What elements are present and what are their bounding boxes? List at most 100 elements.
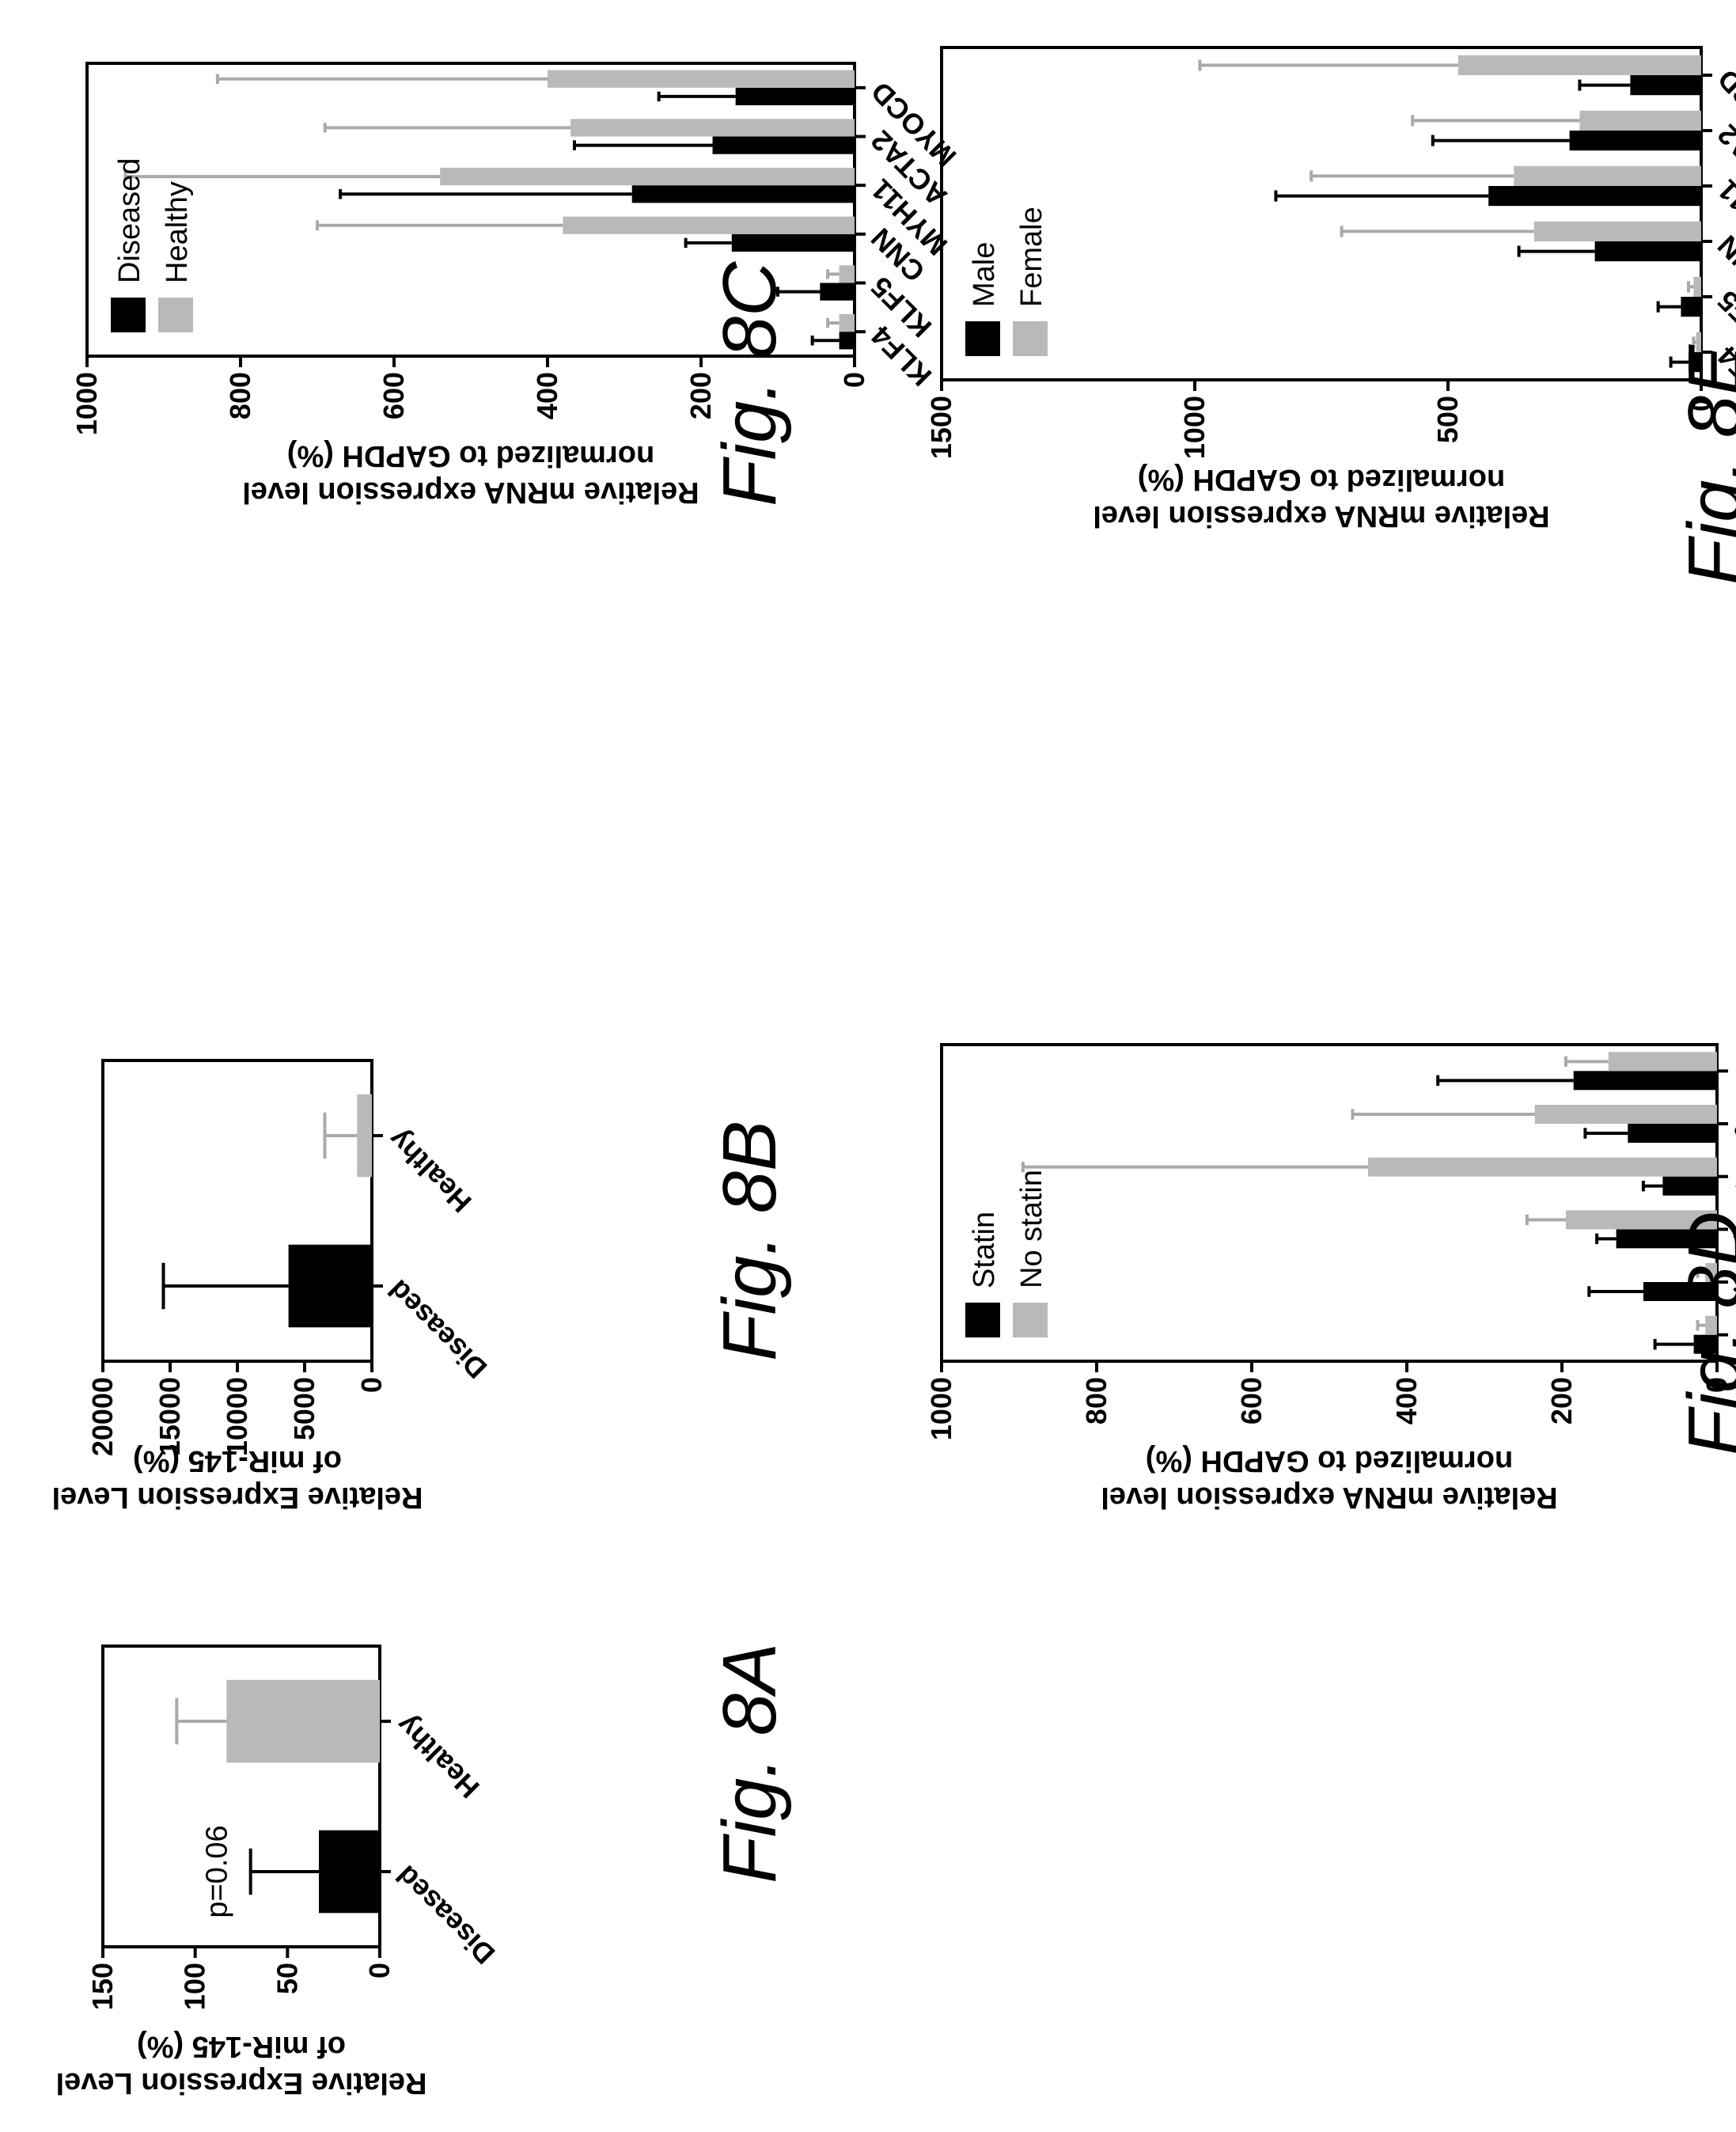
bar-statin-klf5 <box>1643 1282 1718 1301</box>
bar-statin-myocd <box>1573 1071 1718 1091</box>
legend-swatch-diseased <box>111 298 146 332</box>
bar-statin-cnn <box>1616 1229 1717 1249</box>
y-axis-label: normalized to GAPDH (%) <box>1146 1444 1513 1478</box>
legend-swatch-female <box>1013 321 1048 356</box>
y-tick-label: 1000 <box>70 372 103 435</box>
y-axis-label: Relative Expression Level <box>56 2066 427 2100</box>
bar-male-klf5 <box>1681 297 1702 317</box>
y-tick-label: 20000 <box>86 1377 119 1456</box>
bar-no-statin-myocd <box>1608 1052 1717 1072</box>
y-tick-label: 600 <box>377 372 410 419</box>
chart-8A: 0 50 100 150 Relative Expression Level of miR… <box>56 1630 501 2105</box>
bar-statin-klf4 <box>1693 1334 1717 1354</box>
y-axis-label: normalized to GAPDH (%) <box>1138 463 1505 496</box>
bar-female-myocd <box>1457 55 1701 75</box>
legend-swatch-statin <box>965 1303 1000 1337</box>
bar-healthy <box>226 1679 380 1763</box>
bar-statin-myh11 <box>1662 1176 1718 1196</box>
y-tick-label: 400 <box>531 372 563 419</box>
chart-svg-8C: 0 200 400 600 800 1000 Relative mRNA expressio… <box>70 62 962 509</box>
bar-healthy <box>357 1094 372 1178</box>
chart-8B: 0 5000 10000 15000 20000 Relative Expression … <box>52 1045 494 1519</box>
caption-8D: Fig. 8D <box>1673 1211 1736 1456</box>
plot-frame <box>940 1043 1719 1363</box>
y-tick-label: 15000 <box>154 1377 186 1456</box>
y-tick-label: 1000 <box>1178 396 1211 459</box>
chart-8D: 0 200 400 600 800 1000 Relative mRNA expressio… <box>910 1029 1736 1519</box>
y-axis-label: Relative mRNA expression level <box>1101 1481 1557 1514</box>
y-tick-label: 0 <box>363 1963 396 1978</box>
chart-svg-8D: 0 200 400 600 800 1000 Relative mRNA expressio… <box>925 1043 1736 1514</box>
bar-female-myh11 <box>1514 165 1702 186</box>
bar-no-statin-klf5 <box>1705 1263 1717 1282</box>
y-axis-label: of miR-145 (%) <box>137 2030 346 2063</box>
y-tick-label: 800 <box>1080 1377 1112 1424</box>
bar-healthy-klf4 <box>839 313 855 332</box>
legend-label-no-statin: No statin <box>1015 1170 1048 1288</box>
y-axis-label: Relative Expression Level <box>52 1481 423 1514</box>
bar-female-acta2 <box>1579 110 1702 131</box>
x-tick-label-diseased: Diseased <box>390 1859 502 1971</box>
y-tick-label: 200 <box>1545 1377 1578 1424</box>
y-tick-label: 800 <box>224 372 256 419</box>
y-tick-label: 1000 <box>925 1377 957 1440</box>
bar-male-cnn <box>1594 241 1701 262</box>
y-axis-label: Relative mRNA expression level <box>242 476 699 509</box>
legend-label-female: Female <box>1015 207 1048 307</box>
bar-female-klf5 <box>1693 276 1702 297</box>
chart-8E: 0 500 1000 1500 Relative mRNA expression lev… <box>910 32 1736 538</box>
chart-svg-8B: 0 5000 10000 15000 20000 Relative Expression … <box>52 1059 494 1514</box>
bar-statin-acta2 <box>1628 1124 1717 1143</box>
bar-male-klf4 <box>1689 351 1701 373</box>
bar-male-myocd <box>1630 75 1702 96</box>
bar-healthy-klf5 <box>839 265 855 283</box>
bar-diseased-acta2 <box>712 136 855 154</box>
y-tick-label: 0 <box>1700 1377 1733 1393</box>
y-tick-label: 100 <box>179 1963 211 2010</box>
legend-swatch-no-statin <box>1013 1303 1048 1337</box>
bar-no-statin-acta2 <box>1534 1105 1718 1124</box>
bar-female-klf4 <box>1696 332 1701 352</box>
y-tick-label: 200 <box>684 372 717 419</box>
bar-diseased <box>288 1244 373 1328</box>
legend-label-statin: Statin <box>968 1212 1001 1288</box>
bar-diseased-myocd <box>735 87 855 106</box>
caption-8C: Fig. 8C <box>707 261 792 506</box>
caption-8B: Fig. 8B <box>707 1120 792 1361</box>
y-tick-label: 1500 <box>925 396 957 459</box>
y-tick-label: 10000 <box>221 1377 253 1456</box>
bar-diseased-klf5 <box>820 283 855 301</box>
x-tick-label-diseased: Diseased <box>382 1273 494 1385</box>
plot-frame <box>101 1645 381 1948</box>
legend-label-healthy: Healthy <box>161 181 194 283</box>
bar-healthy-myh11 <box>440 167 855 186</box>
legend-label-diseased: Diseased <box>113 158 146 283</box>
legend-swatch-healthy <box>158 298 193 332</box>
y-axis-label: normalized to GAPDH (%) <box>287 439 654 472</box>
bar-diseased <box>319 1830 380 1914</box>
bar-diseased-klf4 <box>839 332 855 350</box>
y-tick-label: 50 <box>271 1963 303 1994</box>
x-tick-label-healthy: Healthy <box>390 1709 486 1804</box>
caption-8A: Fig. 8A <box>707 1642 792 1884</box>
bar-diseased-myh11 <box>631 185 855 203</box>
y-tick-label: 5000 <box>288 1377 320 1440</box>
x-tick-label-healthy: Healthy <box>382 1123 478 1219</box>
bar-healthy-acta2 <box>570 119 855 137</box>
legend-label-male: Male <box>968 242 1001 307</box>
bar-healthy-myocd <box>548 70 855 88</box>
y-tick-label: 500 <box>1431 396 1464 443</box>
x-tick-label-cnn: CNN <box>1711 229 1736 295</box>
y-tick-label: 0 <box>838 372 870 388</box>
y-tick-label: 400 <box>1390 1377 1423 1424</box>
y-tick-label: 0 <box>355 1377 388 1393</box>
legend-swatch-male <box>965 321 1000 356</box>
bar-male-acta2 <box>1569 131 1701 151</box>
y-axis-label: Relative mRNA expression level <box>1093 499 1549 533</box>
bar-no-statin-myh11 <box>1368 1157 1717 1177</box>
bar-no-statin-cnn <box>1565 1210 1718 1230</box>
y-tick-label: 150 <box>86 1963 119 2010</box>
y-tick-label: 600 <box>1235 1377 1268 1424</box>
